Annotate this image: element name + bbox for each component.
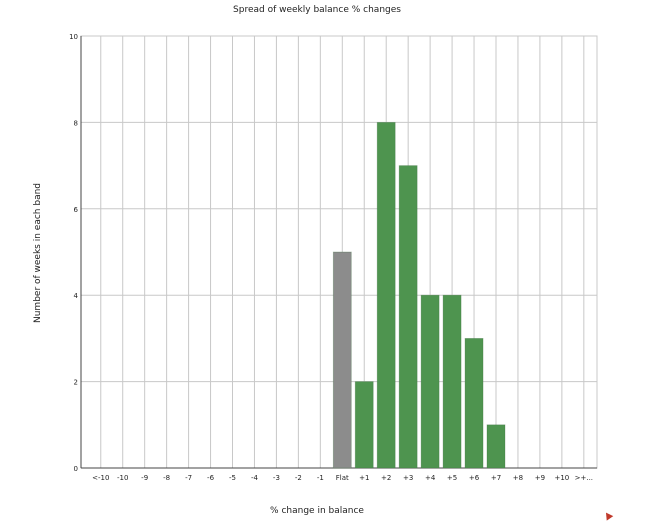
x-tick-label: <-10 <box>92 474 109 482</box>
x-tick-label: +7 <box>491 474 501 482</box>
x-tick-label: +2 <box>381 474 391 482</box>
y-tick-label: 2 <box>74 379 78 387</box>
x-tick-label: -2 <box>295 474 302 482</box>
x-tick-label: -6 <box>207 474 215 482</box>
x-tick-label: +3 <box>403 474 413 482</box>
bar-Flat <box>332 251 352 469</box>
bar-+6 <box>464 337 484 469</box>
y-tick-label: 0 <box>74 465 78 473</box>
x-tick-label: -4 <box>251 474 259 482</box>
x-tick-label: +5 <box>447 474 457 482</box>
y-tick-label: 4 <box>74 292 79 300</box>
x-tick-label: -5 <box>229 474 236 482</box>
bar-+7 <box>486 424 506 469</box>
y-tick-label: 6 <box>74 206 79 214</box>
x-tick-label: +9 <box>535 474 545 482</box>
bar-+1 <box>354 381 374 469</box>
chart-title: Spread of weekly balance % changes <box>233 5 401 15</box>
x-tick-label: +10 <box>554 474 569 482</box>
x-tick-label: -8 <box>163 474 170 482</box>
x-tick-label: -3 <box>273 474 280 482</box>
x-tick-label: +4 <box>425 474 436 482</box>
x-tick-label: +6 <box>469 474 480 482</box>
x-tick-label: +1 <box>359 474 369 482</box>
x-axis-label: % change in balance <box>270 506 364 516</box>
bar-+3 <box>398 165 418 469</box>
x-tick-label: +8 <box>513 474 523 482</box>
y-tick-label: 10 <box>69 33 78 41</box>
x-tick-label: -10 <box>117 474 128 482</box>
y-axis-label: Number of weeks in each band <box>33 183 43 323</box>
bar-+4 <box>420 294 440 469</box>
x-tick-label: -7 <box>185 474 192 482</box>
x-tick-label: -1 <box>317 474 324 482</box>
bar-+2 <box>376 122 396 469</box>
y-tick-label: 8 <box>74 119 78 127</box>
x-tick-label: Flat <box>336 474 349 482</box>
x-tick-label: -9 <box>141 474 148 482</box>
bar-+5 <box>442 294 462 469</box>
x-tick-label: >+... <box>575 474 593 482</box>
plot-area: 0 2 4 6 8 10 <-10 -10 -9 -8 -7 -6 -5 -4 -3 -2 -1 Flat +1 +2… <box>69 33 598 482</box>
